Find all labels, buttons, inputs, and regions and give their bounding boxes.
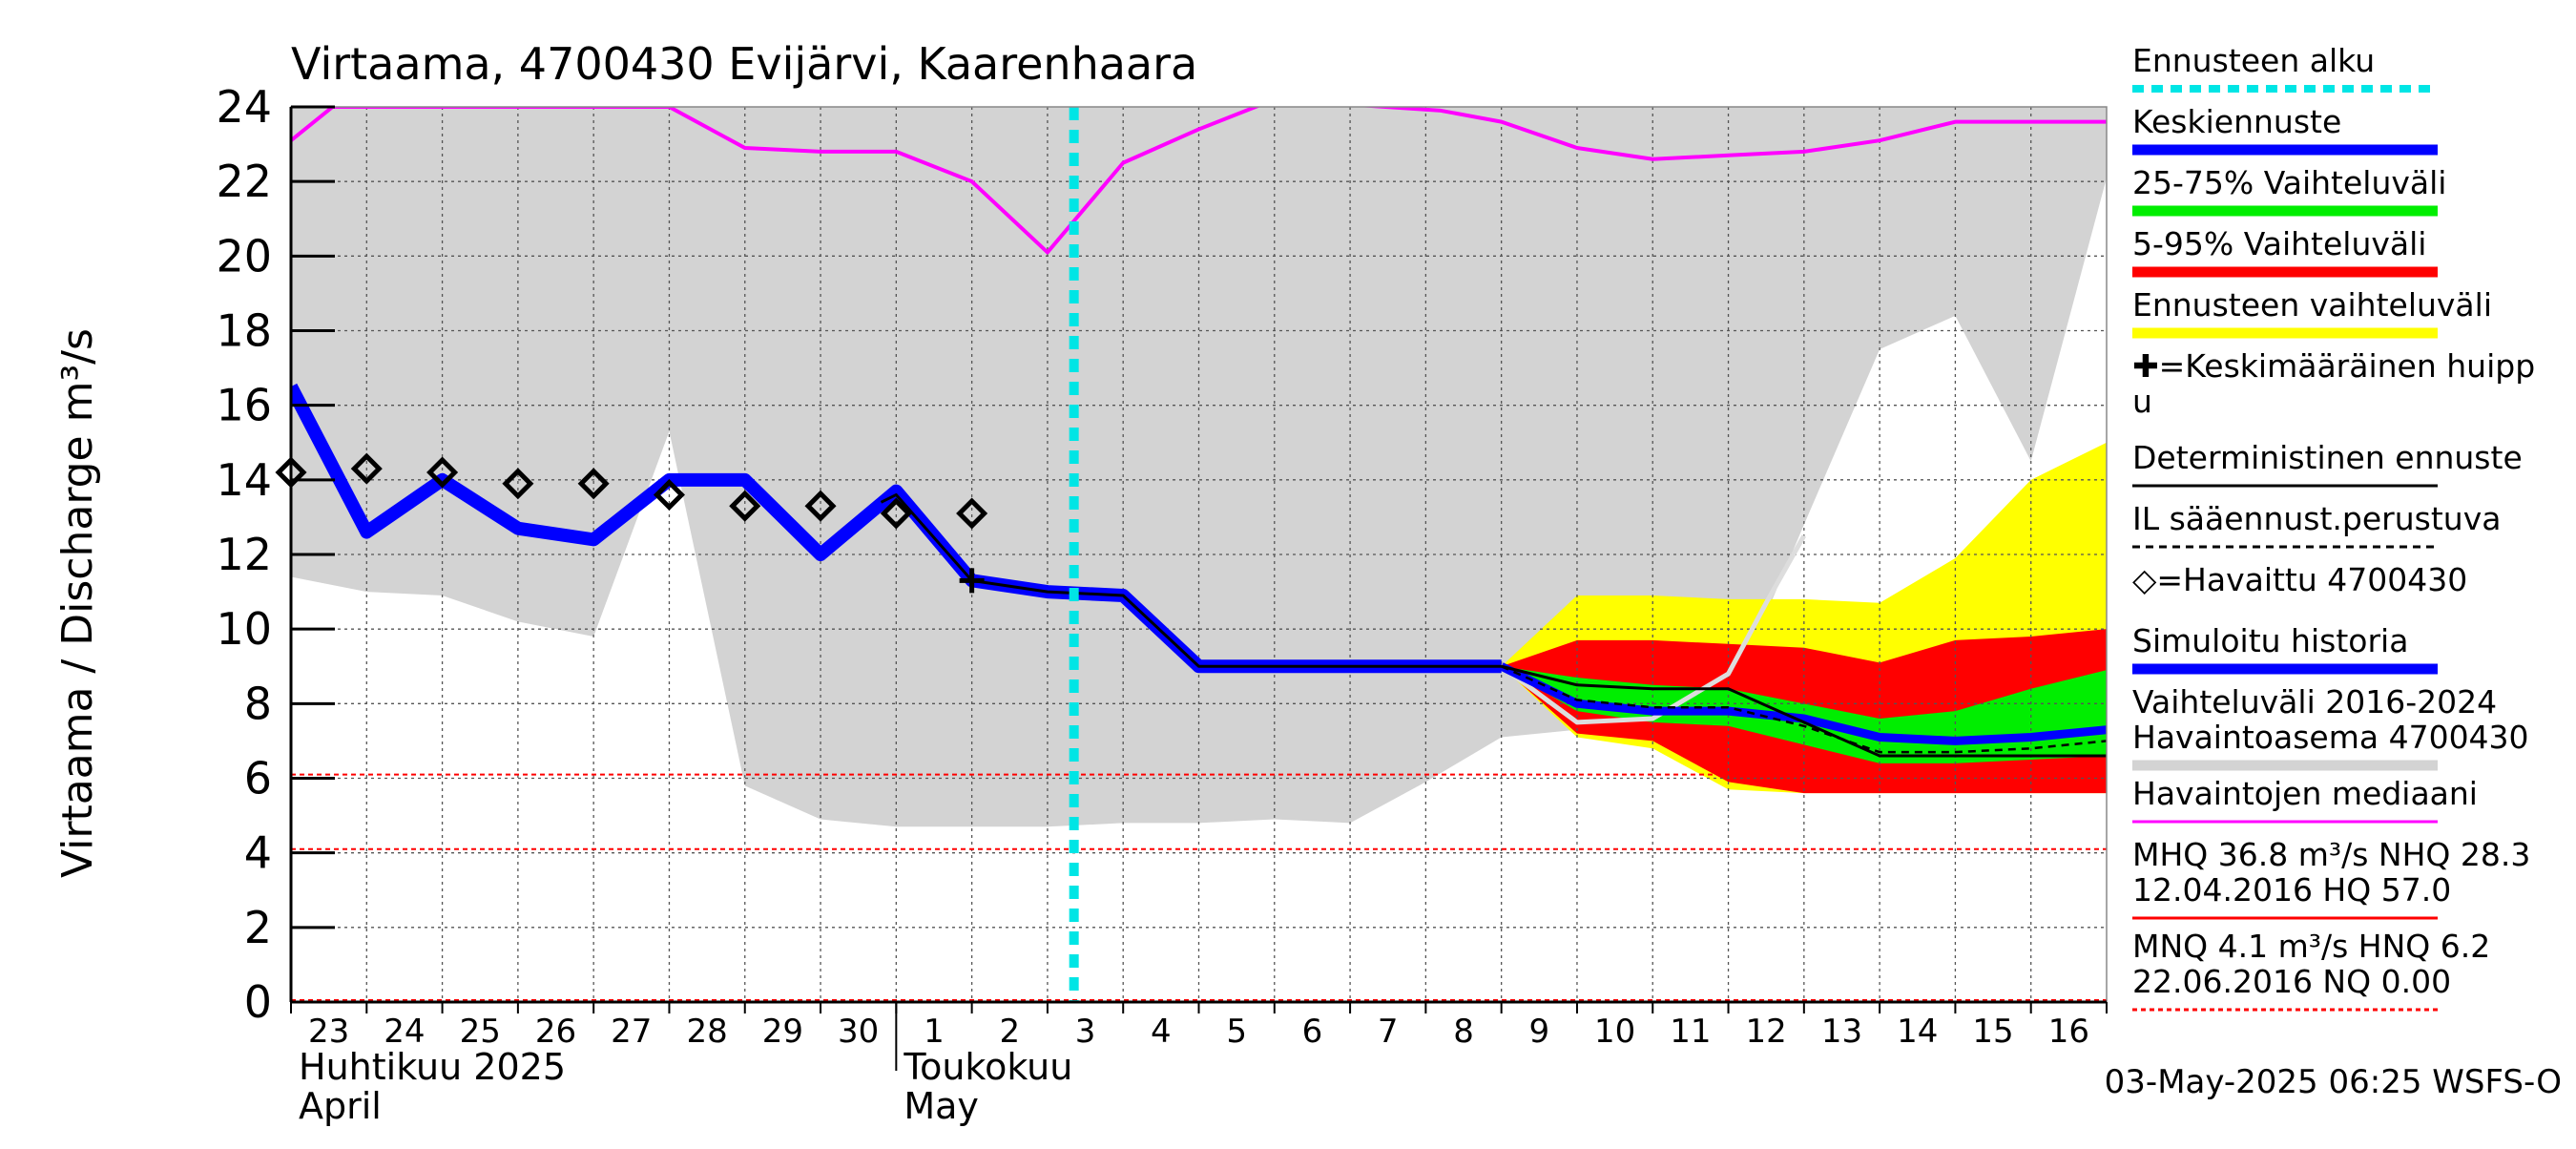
legend-label: 22.06.2016 NQ 0.00	[2132, 963, 2451, 1000]
legend: Ennusteen alku Keskiennuste 25-75% Vaihtel…	[2132, 42, 2535, 1012]
legend-label: MHQ 36.8 m³/s NHQ 28.3	[2132, 836, 2530, 873]
observed-point	[804, 490, 837, 522]
observed-point	[426, 456, 459, 489]
y-tick-label: 22	[216, 156, 272, 207]
legend-label: Deterministinen ennuste	[2132, 439, 2523, 476]
x-day-label: 15	[1972, 1013, 2013, 1051]
line-deterministinen-ennuste	[880, 492, 2107, 758]
y-tick-label: 8	[244, 678, 272, 729]
x-day-label: 5	[1226, 1013, 1247, 1051]
month-label-en: April	[299, 1085, 382, 1127]
x-day-label: 10	[1594, 1013, 1635, 1051]
x-day-label: 27	[611, 1013, 652, 1051]
legend-label: Havaintoasema 4700430	[2132, 719, 2529, 756]
legend-label: u	[2132, 383, 2152, 420]
legend-label: ✚=Keskimääräinen huipp	[2132, 347, 2535, 385]
line-havaintojen-mediaani	[291, 107, 2107, 255]
y-tick-label: 14	[216, 454, 272, 506]
y-tick-label: 0	[244, 976, 272, 1028]
observed-point	[880, 497, 912, 530]
x-day-label: 30	[838, 1013, 879, 1051]
chart-title: Virtaama, 4700430 Evijärvi, Kaarenhaara	[291, 38, 1197, 90]
y-tick-label: 12	[216, 529, 272, 580]
y-tick-label: 10	[216, 603, 272, 655]
line-observed-year-light-gray	[1500, 534, 1807, 725]
legend-label: 12.04.2016 HQ 57.0	[2132, 871, 2451, 909]
plot-area	[275, 107, 2107, 1002]
line-keskiennuste	[1499, 662, 2107, 745]
legend-label: 5-95% Vaihteluväli	[2132, 225, 2426, 262]
y-axis-label: Virtaama / Discharge m³/s	[53, 328, 102, 878]
x-day-label: 25	[460, 1013, 501, 1051]
x-day-label: 11	[1670, 1013, 1711, 1051]
month-label-fi: Toukokuu	[903, 1046, 1072, 1088]
observed-point	[956, 497, 988, 530]
x-day-label: 14	[1897, 1013, 1938, 1051]
x-day-label: 6	[1302, 1013, 1323, 1051]
observed-point	[653, 478, 685, 512]
x-day-label: 28	[686, 1013, 727, 1051]
line-il-s-ennust-perustuva	[1501, 665, 2107, 754]
mean-peak-marker	[959, 568, 985, 594]
x-day-label: 3	[1075, 1013, 1096, 1051]
month-label-en: May	[904, 1085, 979, 1127]
x-day-label: 29	[762, 1013, 803, 1051]
y-tick-label: 2	[244, 902, 272, 953]
legend-label: Keskiennuste	[2132, 103, 2341, 140]
x-day-label: 24	[384, 1013, 425, 1051]
x-day-label: 4	[1151, 1013, 1172, 1051]
y-tick-label: 18	[216, 305, 272, 357]
plot-clipped	[291, 107, 2107, 1002]
y-tick-label: 20	[216, 230, 272, 282]
y-tick-label: 24	[216, 81, 272, 133]
observed-point	[729, 490, 761, 522]
legend-label: Ennusteen alku	[2132, 42, 2375, 79]
x-day-label: 2	[999, 1013, 1020, 1051]
observed-point	[577, 468, 610, 500]
y-tick-label: 16	[216, 380, 272, 431]
x-day-label: 7	[1378, 1013, 1399, 1051]
x-day-label: 26	[535, 1013, 576, 1051]
month-label-fi: Huhtikuu 2025	[299, 1046, 566, 1088]
legend-label: Vaihteluväli 2016-2024	[2132, 683, 2497, 721]
footer-timestamp: 03-May-2025 06:25 WSFS-O	[2105, 1063, 2562, 1101]
observed-point	[350, 452, 383, 485]
x-day-label: 12	[1746, 1013, 1787, 1051]
x-day-label: 13	[1821, 1013, 1862, 1051]
x-day-label: 9	[1528, 1013, 1549, 1051]
legend-label: ◇=Havaittu 4700430	[2132, 561, 2467, 598]
observed-point	[502, 468, 534, 500]
legend-label: MNQ 4.1 m³/s HNQ 6.2	[2132, 928, 2490, 965]
x-day-label: 16	[2048, 1013, 2089, 1051]
x-day-label: 8	[1453, 1013, 1474, 1051]
y-tick-label: 6	[244, 753, 272, 804]
legend-label: Havaintojen mediaani	[2132, 775, 2478, 812]
legend-label: Ennusteen vaihteluväli	[2132, 286, 2492, 324]
legend-label: IL sääennust.perustuva	[2132, 500, 2501, 537]
x-day-label: 1	[924, 1013, 945, 1051]
legend-label: 25-75% Vaihteluväli	[2132, 164, 2446, 201]
legend-label: Simuloitu historia	[2132, 622, 2408, 659]
x-day-label: 23	[308, 1013, 349, 1051]
y-tick-label: 4	[244, 827, 272, 879]
